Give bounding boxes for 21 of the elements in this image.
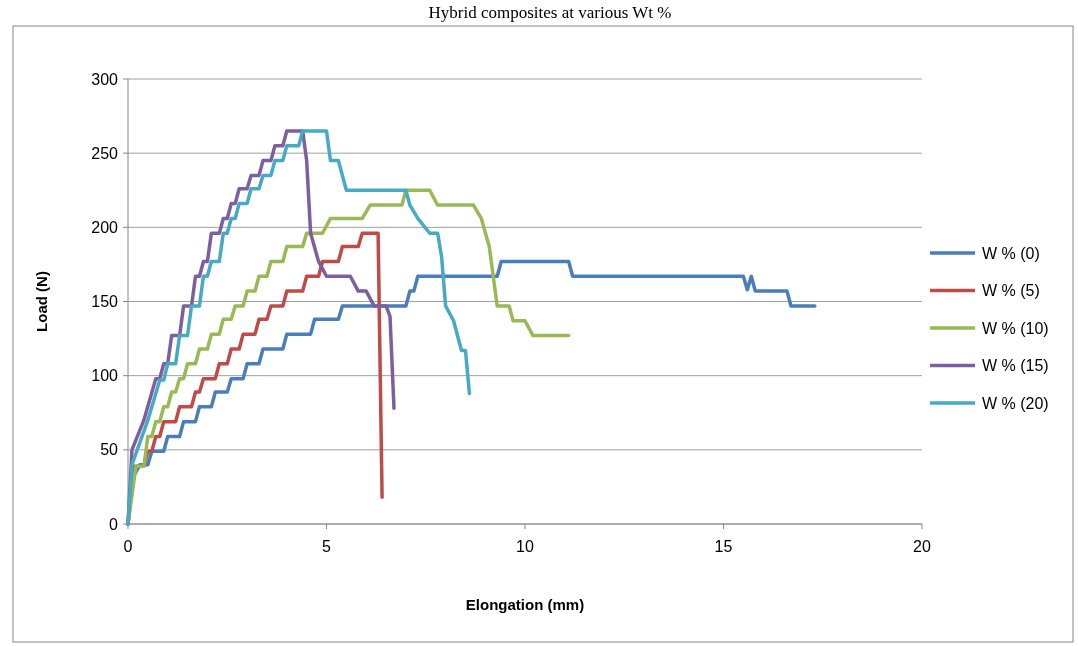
y-tick-label: 300	[91, 70, 119, 88]
legend-label: W % (10)	[982, 319, 1049, 337]
x-tick-label: 5	[322, 538, 332, 555]
line-series	[126, 129, 472, 526]
y-tick-label: 200	[91, 218, 119, 236]
y-tick-label: 0	[109, 515, 119, 533]
x-tick-label: 10	[516, 538, 534, 555]
legend-label: W % (5)	[982, 282, 1040, 300]
y-tick-label: 150	[91, 293, 119, 311]
x-axis-title: Elongation (mm)	[465, 596, 585, 613]
y-tick-label: 250	[91, 144, 119, 162]
y-axis-title: Load (N)	[33, 271, 50, 332]
x-tick-label: 15	[714, 538, 733, 555]
legend-label: W % (0)	[982, 244, 1040, 262]
y-tick-label: 100	[91, 367, 119, 385]
legend-label: W % (20)	[982, 394, 1049, 412]
legend-label: W % (15)	[982, 357, 1049, 375]
x-tick-label: 0	[123, 538, 133, 555]
y-tick-label: 50	[100, 441, 119, 459]
chart-title: Hybrid composites at various Wt %	[428, 3, 672, 22]
x-tick-label: 20	[913, 538, 931, 555]
